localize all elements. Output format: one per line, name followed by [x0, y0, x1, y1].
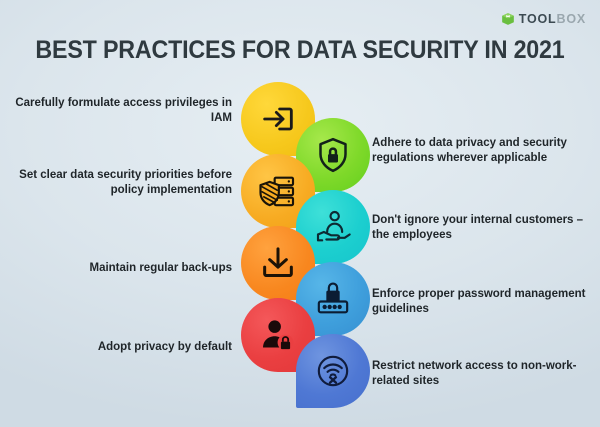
- practice-caption-4: Don't ignore your internal customers – t…: [372, 214, 584, 242]
- server-shield-icon: [259, 176, 295, 207]
- login-arrow-icon: [263, 107, 293, 131]
- user-privacy-lock-icon: [263, 320, 294, 351]
- practice-chain: [0, 78, 600, 418]
- practice-caption-7: Adopt privacy by default: [97, 341, 232, 353]
- brand-name: TOOLBOX: [519, 12, 586, 26]
- shield-lock-icon: [319, 137, 347, 173]
- practice-caption-5: Maintain regular back-ups: [89, 262, 232, 274]
- practice-caption-1: Carefully formulate access privileges in…: [15, 97, 232, 125]
- toolbox-cube-icon: [501, 13, 514, 25]
- badge-shape-8: [296, 334, 370, 408]
- customer-support-hand-icon: [316, 210, 351, 242]
- toolbox-logo[interactable]: TOOLBOX: [501, 12, 586, 26]
- practice-badge-8[interactable]: [296, 334, 370, 408]
- brand-name-part1: TOOL: [518, 12, 557, 26]
- brand-name-part2: BOX: [556, 12, 586, 26]
- download-backup-icon: [263, 247, 293, 277]
- page-title: BEST PRACTICES FOR DATA SECURITY IN 2021: [35, 36, 565, 64]
- password-lock-icon: [317, 282, 349, 314]
- wifi-blocked-icon: [317, 355, 349, 387]
- practice-caption-3: Set clear data security priorities befor…: [19, 169, 232, 197]
- practice-caption-6: Enforce proper password management guide…: [372, 288, 586, 316]
- practice-caption-2: Adhere to data privacy and security regu…: [372, 137, 567, 165]
- practice-caption-8: Restrict network access to non-work-rela…: [372, 360, 577, 388]
